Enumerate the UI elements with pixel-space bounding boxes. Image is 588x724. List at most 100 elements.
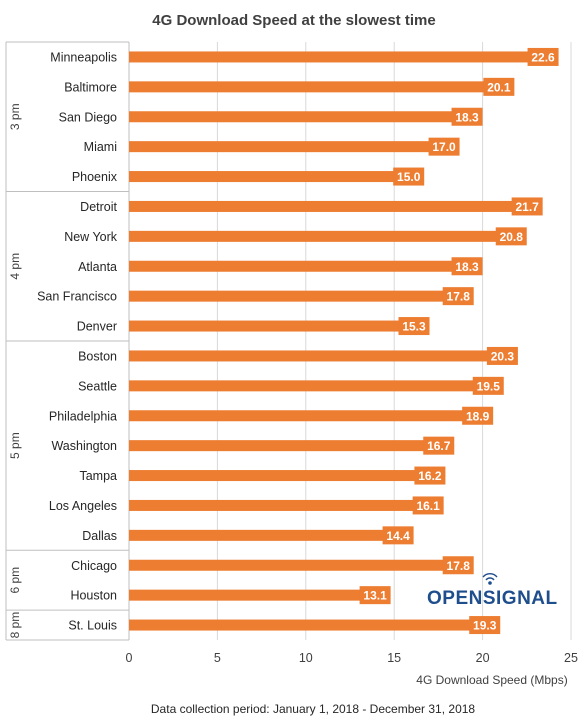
category-label: Miami <box>84 140 117 154</box>
bar <box>129 111 453 123</box>
bar <box>129 440 425 452</box>
category-label: Tampa <box>79 469 117 483</box>
bar <box>129 81 485 93</box>
bar <box>129 470 416 482</box>
data-label: 19.5 <box>477 379 501 393</box>
data-label: 13.1 <box>363 589 387 603</box>
bar <box>129 619 471 631</box>
data-label-box <box>382 526 414 545</box>
bar <box>129 499 414 511</box>
bar <box>129 230 497 242</box>
group-label: 3 pm <box>8 103 22 130</box>
data-label: 17.0 <box>432 140 456 154</box>
category-label: Seattle <box>78 379 117 393</box>
category-label: New York <box>64 230 118 244</box>
bar <box>129 171 395 183</box>
chart-title: 4G Download Speed at the slowest time <box>152 12 435 29</box>
group-label: 8 pm <box>8 612 22 639</box>
data-label-box <box>527 47 559 66</box>
group-dividers <box>5 41 129 641</box>
data-label-box <box>451 107 483 126</box>
category-label: Philadelphia <box>49 409 117 423</box>
data-label: 17.8 <box>447 290 471 304</box>
data-label-box <box>428 137 460 156</box>
data-label-box <box>451 257 483 276</box>
data-label-box <box>462 406 494 425</box>
data-label-box <box>495 227 527 246</box>
category-label: Los Angeles <box>49 499 117 513</box>
category-label: San Francisco <box>37 290 117 304</box>
x-tick-label: 10 <box>299 651 313 665</box>
bars: 22.6 20.1 18.3 17.0 15.0 21.7 20.8 18.3 17.8 15.3… <box>129 47 559 635</box>
data-label-box <box>483 77 515 96</box>
x-tick-label: 5 <box>214 651 221 665</box>
data-label-box <box>398 317 430 336</box>
category-label: Chicago <box>71 559 117 573</box>
category-label: Phoenix <box>72 170 118 184</box>
data-label-box <box>423 436 455 455</box>
category-label: Houston <box>70 589 117 603</box>
category-label: Boston <box>78 349 117 363</box>
bar <box>129 529 384 541</box>
data-label: 19.3 <box>473 619 497 633</box>
category-label: Denver <box>77 320 117 334</box>
x-tick-labels: 0 5 10 15 20 25 <box>126 651 578 665</box>
data-label: 18.3 <box>455 260 479 274</box>
data-label: 20.3 <box>491 349 515 363</box>
group-label: 6 pm <box>8 567 22 594</box>
opensignal-logo: OPENSIGNAL <box>427 573 558 609</box>
bar <box>129 320 400 332</box>
category-label: Baltimore <box>64 80 117 94</box>
data-label: 18.9 <box>466 409 490 423</box>
data-label: 16.1 <box>416 499 440 513</box>
data-label-box <box>469 616 501 635</box>
data-label-box <box>393 167 425 186</box>
data-label-box <box>414 466 446 485</box>
category-label: San Diego <box>59 110 117 124</box>
bar <box>129 141 430 153</box>
bar <box>129 51 529 63</box>
data-label: 15.3 <box>402 320 426 334</box>
x-tick-label: 20 <box>476 651 490 665</box>
data-label-box <box>511 197 543 216</box>
signal-icon <box>482 573 498 585</box>
x-tick-label: 0 <box>126 651 133 665</box>
data-label: 14.4 <box>386 529 410 543</box>
data-label: 17.8 <box>447 559 471 573</box>
data-label-box <box>486 346 518 365</box>
grid <box>128 42 572 640</box>
brand-name: OPENSIGNAL <box>427 588 558 609</box>
x-axis-label: 4G Download Speed (Mbps) <box>416 673 567 687</box>
bar <box>129 260 453 272</box>
x-tick-label: 15 <box>387 651 401 665</box>
group-label: 5 pm <box>8 432 22 459</box>
bar <box>129 410 464 422</box>
data-label-box <box>359 586 391 605</box>
category-label: St. Louis <box>68 619 117 633</box>
bar <box>129 589 361 601</box>
group-label: 4 pm <box>8 253 22 280</box>
data-label: 18.3 <box>455 110 479 124</box>
data-label: 20.1 <box>487 80 511 94</box>
data-label-box <box>412 496 444 515</box>
data-label: 15.0 <box>397 170 421 184</box>
data-label: 16.2 <box>418 469 442 483</box>
bar <box>129 290 444 302</box>
data-label: 20.8 <box>500 230 524 244</box>
category-label: Minneapolis <box>50 50 117 64</box>
category-label: Detroit <box>80 200 117 214</box>
bar <box>129 380 474 392</box>
bar <box>129 350 488 362</box>
category-labels: 3 pm Minneapolis Baltimore San Diego Miami Ph… <box>8 50 118 638</box>
data-label: 16.7 <box>427 439 451 453</box>
data-label: 22.6 <box>531 50 555 64</box>
bar <box>129 559 444 571</box>
data-label-box <box>442 556 474 575</box>
category-label: Atlanta <box>78 260 117 274</box>
bar <box>129 200 513 212</box>
footnote: Data collection period: January 1, 2018 … <box>151 702 476 716</box>
category-label: Washington <box>51 439 117 453</box>
x-tick-label: 25 <box>564 651 578 665</box>
category-label: Dallas <box>82 529 117 543</box>
